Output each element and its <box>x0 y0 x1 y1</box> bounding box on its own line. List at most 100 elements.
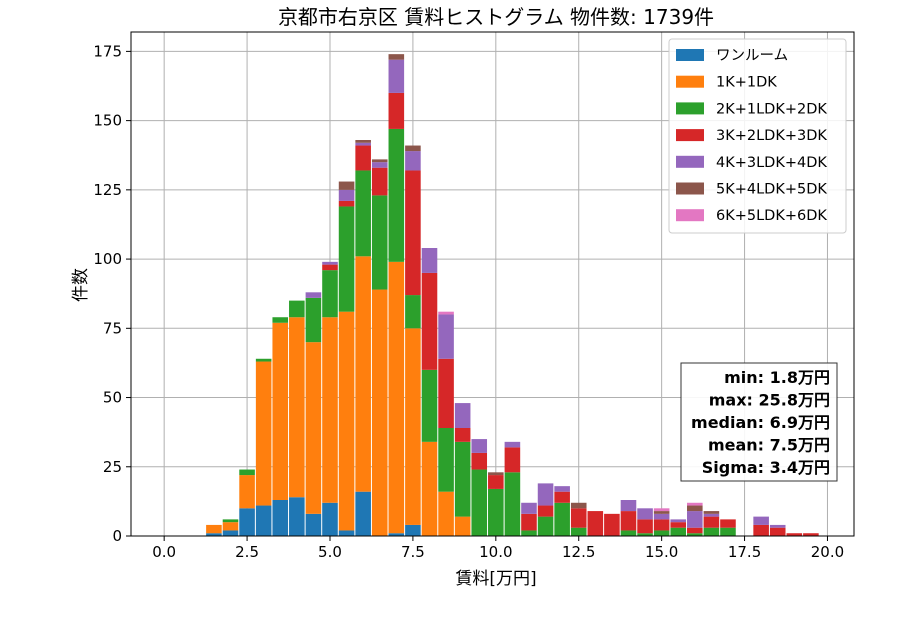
bar-segment <box>521 530 537 536</box>
y-tick-label: 100 <box>93 250 122 268</box>
bar-segment <box>355 491 371 536</box>
bar-segment <box>239 469 255 476</box>
chart-title: 京都市右京区 賃料ヒストグラム 物件数: 1739件 <box>278 5 714 29</box>
bar-segment <box>421 272 438 370</box>
bar-segment <box>305 297 322 343</box>
bar-segment <box>670 527 687 536</box>
bar-segment <box>438 358 454 428</box>
legend-swatch <box>676 155 704 168</box>
bar-segment <box>537 516 554 536</box>
bar-segment <box>504 447 521 473</box>
bar-segment <box>206 533 222 536</box>
bar-segment <box>604 513 620 536</box>
stats-line: mean: 7.5万円 <box>708 436 830 455</box>
bar-segment <box>255 505 272 536</box>
bar-segment <box>255 361 272 506</box>
bar-segment <box>222 522 239 531</box>
y-ticks: 0 25 50 75 100 125 150 175 <box>93 42 131 545</box>
bar-segment <box>289 300 305 318</box>
bar-segment <box>653 519 670 531</box>
bar-segment <box>570 502 587 509</box>
bar-segment <box>322 502 338 536</box>
bar-segment <box>653 513 670 520</box>
bar-segment <box>753 516 769 525</box>
bar-segment <box>438 314 454 359</box>
bar-segment <box>620 530 637 536</box>
bar-segment <box>687 502 703 506</box>
bar-segment <box>471 439 488 453</box>
bar-segment <box>620 511 637 531</box>
bar-segment <box>587 511 604 536</box>
bar-segment <box>421 248 438 273</box>
bar-segment <box>637 519 653 534</box>
bar-segment <box>521 513 537 531</box>
bar-segment <box>504 441 521 448</box>
x-tick-label: 15.0 <box>645 543 678 561</box>
legend: ワンルーム 1K+1DK 2K+1LDK+2DK 3K+2LDK+3DK 4K+3LDK… <box>668 38 847 234</box>
bar-segment <box>670 519 687 523</box>
stats-line: Sigma: 3.4万円 <box>702 458 830 477</box>
bar-segment <box>454 516 471 536</box>
bar-segment <box>670 522 687 528</box>
legend-label: 5K+4LDK+5DK <box>716 182 827 198</box>
bars-group <box>206 54 819 536</box>
bar-segment <box>371 195 388 290</box>
bar-segment <box>222 519 239 523</box>
legend-label: ワンルーム <box>716 48 788 64</box>
x-tick-label: 10.0 <box>479 543 512 561</box>
legend-swatch <box>676 129 704 142</box>
bar-segment <box>388 59 405 93</box>
bar-segment <box>454 441 471 517</box>
bar-segment <box>405 145 421 152</box>
bar-segment <box>338 206 355 312</box>
y-tick-label: 150 <box>93 112 122 130</box>
bar-segment <box>388 533 405 536</box>
legend-label: 1K+1DK <box>716 75 777 91</box>
bar-segment <box>322 270 338 318</box>
bar-segment <box>687 511 703 528</box>
legend-label: 3K+2LDK+3DK <box>716 128 827 144</box>
legend-label: 2K+1LDK+2DK <box>716 101 827 117</box>
bar-segment <box>720 527 736 536</box>
bar-segment <box>305 342 322 514</box>
y-tick-label: 175 <box>93 42 122 60</box>
bar-segment <box>769 524 786 528</box>
stats-line: max: 25.8万円 <box>709 391 830 410</box>
legend-swatch <box>676 209 704 222</box>
bar-segment <box>488 488 504 536</box>
bar-segment <box>388 128 405 262</box>
stats-line: median: 6.9万円 <box>691 413 830 432</box>
bar-segment <box>388 92 405 129</box>
stats-frame <box>680 362 838 482</box>
bar-segment <box>504 472 521 536</box>
y-tick-label: 75 <box>103 319 122 337</box>
x-tick-label: 20.0 <box>811 543 844 561</box>
bar-segment <box>454 428 471 442</box>
bar-segment <box>720 519 736 528</box>
x-tick-label: 17.5 <box>728 543 761 561</box>
bar-segment <box>272 500 289 536</box>
bar-segment <box>570 508 587 528</box>
legend-frame <box>668 38 847 234</box>
bar-segment <box>338 311 355 531</box>
bar-segment <box>703 513 720 517</box>
bar-segment <box>438 491 454 536</box>
bar-segment <box>454 403 471 428</box>
bar-segment <box>653 511 670 514</box>
bar-segment <box>355 140 371 143</box>
y-axis-label: 件数 <box>71 268 91 302</box>
bar-segment <box>239 508 255 536</box>
x-tick-label: 12.5 <box>562 543 595 561</box>
bar-segment <box>653 508 670 512</box>
bar-segment <box>405 328 421 525</box>
bar-segment <box>289 497 305 536</box>
y-tick-label: 125 <box>93 181 122 199</box>
bar-segment <box>338 530 355 536</box>
legend-label: 4K+3LDK+4DK <box>716 155 827 171</box>
bar-segment <box>355 170 371 257</box>
bar-segment <box>371 289 388 536</box>
legend-swatch <box>676 75 704 88</box>
bar-segment <box>471 469 488 536</box>
y-tick-label: 25 <box>103 458 122 476</box>
bar-segment <box>405 295 421 329</box>
